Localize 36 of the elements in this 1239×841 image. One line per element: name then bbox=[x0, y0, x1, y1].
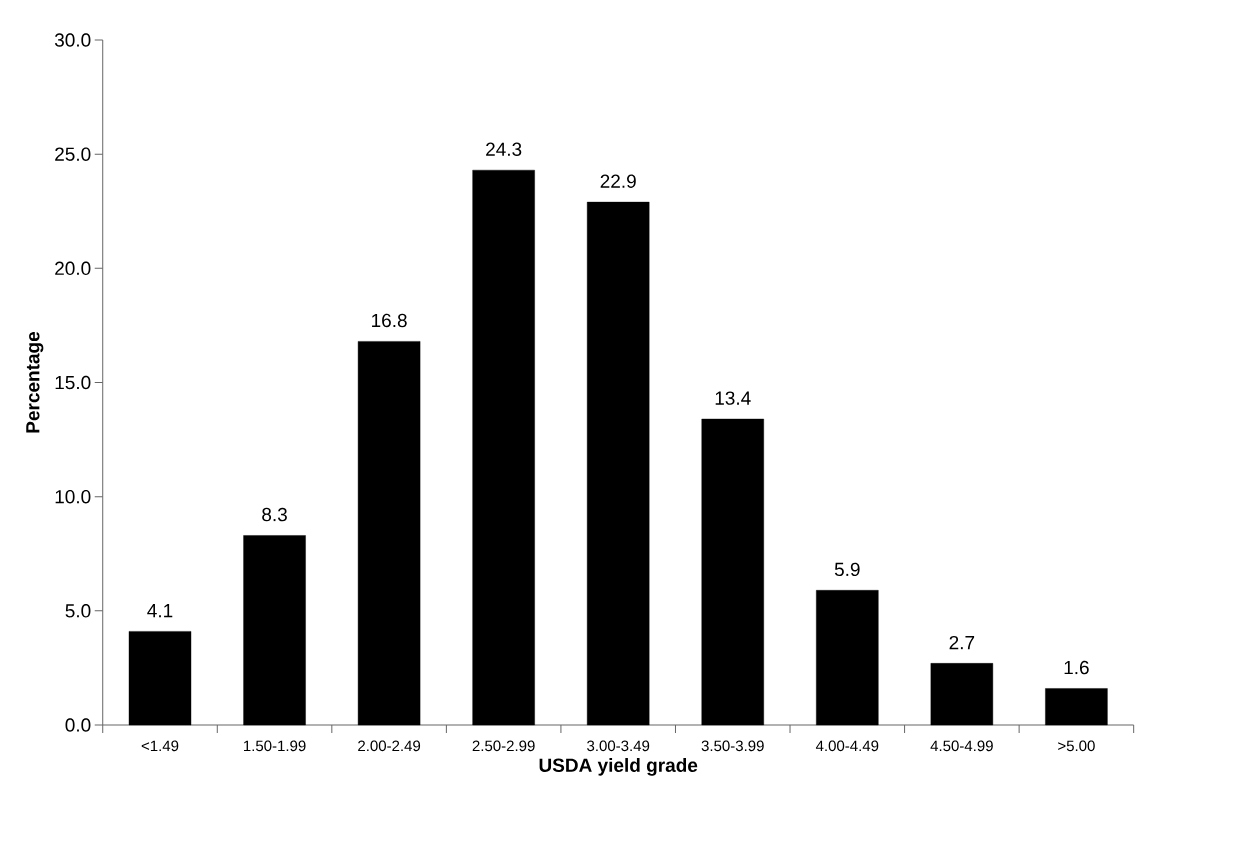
y-tick-label: 20.0 bbox=[55, 261, 91, 276]
data-label: 2.7 bbox=[949, 635, 975, 650]
bar bbox=[587, 201, 650, 726]
x-tick-label: 4.50-4.99 bbox=[930, 740, 993, 752]
bar bbox=[930, 663, 994, 726]
y-tick-label: 30.0 bbox=[54, 33, 91, 47]
x-tick-label: 4.00-4.49 bbox=[815, 740, 879, 752]
data-label: 5.9 bbox=[834, 562, 860, 577]
bar bbox=[357, 341, 421, 726]
bar bbox=[472, 169, 535, 726]
bar bbox=[701, 418, 764, 726]
data-label: 1.6 bbox=[1064, 660, 1089, 675]
y-tick-label: 0.0 bbox=[65, 718, 91, 732]
bar bbox=[816, 590, 879, 726]
data-label: 4.1 bbox=[147, 604, 173, 618]
x-axis-title: USDA yield grade bbox=[539, 758, 698, 776]
bar bbox=[128, 631, 192, 726]
data-label: 24.3 bbox=[486, 142, 522, 156]
x-tick-label: 2.50-2.99 bbox=[472, 740, 535, 752]
y-axis-title: Percentage bbox=[26, 331, 44, 433]
y-tick-label: 10.0 bbox=[55, 489, 91, 504]
x-tick-label: 3.00-3.49 bbox=[587, 740, 650, 752]
bar bbox=[243, 535, 306, 726]
y-tick-label: 5.0 bbox=[65, 604, 91, 618]
data-label: 8.3 bbox=[262, 507, 287, 522]
x-tick-label: 2.00-2.49 bbox=[358, 740, 421, 752]
x-tick-label: <1.49 bbox=[141, 740, 179, 752]
data-label: 13.4 bbox=[715, 391, 751, 405]
x-tick-label: 3.50-3.99 bbox=[701, 740, 764, 752]
x-tick-label: >5.00 bbox=[1058, 740, 1095, 752]
bar bbox=[1045, 688, 1108, 726]
data-label: 22.9 bbox=[600, 174, 636, 188]
y-tick-label: 15.0 bbox=[55, 375, 91, 390]
y-tick-label: 25.0 bbox=[55, 147, 91, 161]
x-tick-label: 1.50-1.99 bbox=[244, 740, 306, 752]
data-label: 16.8 bbox=[372, 313, 407, 328]
